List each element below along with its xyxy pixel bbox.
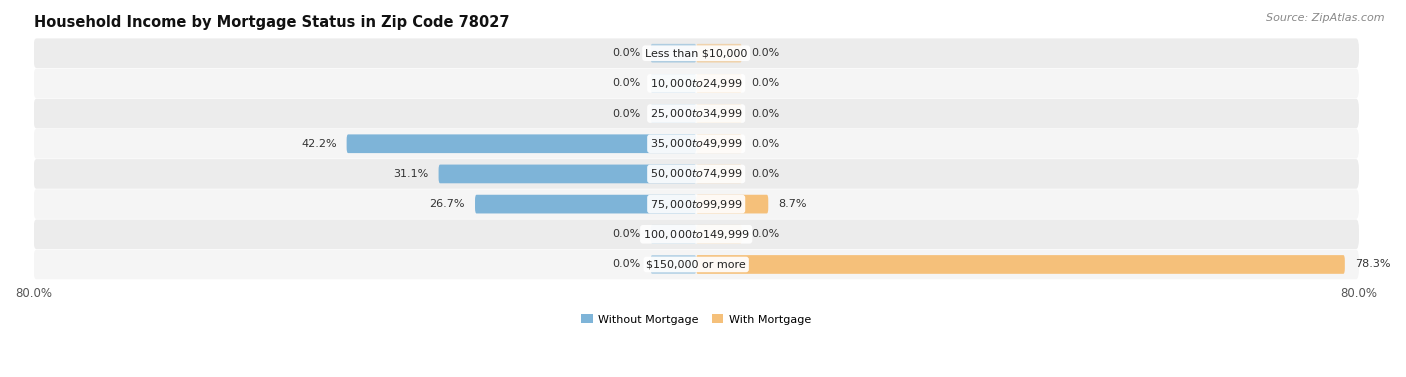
Text: 0.0%: 0.0%	[613, 109, 641, 118]
FancyBboxPatch shape	[34, 38, 1360, 68]
Text: Household Income by Mortgage Status in Zip Code 78027: Household Income by Mortgage Status in Z…	[34, 15, 509, 30]
Legend: Without Mortgage, With Mortgage: Without Mortgage, With Mortgage	[576, 310, 815, 329]
Text: $35,000 to $49,999: $35,000 to $49,999	[650, 137, 742, 150]
Text: $150,000 or more: $150,000 or more	[647, 259, 747, 270]
Text: 0.0%: 0.0%	[613, 48, 641, 58]
Text: 0.0%: 0.0%	[752, 169, 780, 179]
FancyBboxPatch shape	[696, 165, 742, 183]
FancyBboxPatch shape	[696, 134, 742, 153]
Text: 26.7%: 26.7%	[430, 199, 465, 209]
Text: Source: ZipAtlas.com: Source: ZipAtlas.com	[1267, 13, 1385, 23]
Text: 42.2%: 42.2%	[301, 139, 336, 149]
FancyBboxPatch shape	[696, 74, 742, 93]
FancyBboxPatch shape	[651, 255, 696, 274]
FancyBboxPatch shape	[347, 134, 696, 153]
Text: 78.3%: 78.3%	[1355, 259, 1391, 270]
FancyBboxPatch shape	[651, 225, 696, 244]
FancyBboxPatch shape	[651, 104, 696, 123]
FancyBboxPatch shape	[475, 195, 696, 213]
Text: 0.0%: 0.0%	[752, 109, 780, 118]
FancyBboxPatch shape	[696, 255, 1344, 274]
FancyBboxPatch shape	[696, 225, 742, 244]
FancyBboxPatch shape	[439, 165, 696, 183]
FancyBboxPatch shape	[34, 129, 1360, 159]
FancyBboxPatch shape	[696, 44, 742, 63]
Text: $100,000 to $149,999: $100,000 to $149,999	[643, 228, 749, 241]
Text: 0.0%: 0.0%	[752, 229, 780, 239]
Text: 31.1%: 31.1%	[394, 169, 429, 179]
Text: $25,000 to $34,999: $25,000 to $34,999	[650, 107, 742, 120]
FancyBboxPatch shape	[651, 74, 696, 93]
Text: 0.0%: 0.0%	[613, 259, 641, 270]
Text: 0.0%: 0.0%	[613, 229, 641, 239]
Text: 0.0%: 0.0%	[752, 78, 780, 88]
Text: $50,000 to $74,999: $50,000 to $74,999	[650, 167, 742, 181]
Text: 0.0%: 0.0%	[752, 48, 780, 58]
Text: 0.0%: 0.0%	[752, 139, 780, 149]
Text: $10,000 to $24,999: $10,000 to $24,999	[650, 77, 742, 90]
Text: 0.0%: 0.0%	[613, 78, 641, 88]
FancyBboxPatch shape	[651, 44, 696, 63]
FancyBboxPatch shape	[34, 99, 1360, 128]
FancyBboxPatch shape	[34, 159, 1360, 189]
Text: $75,000 to $99,999: $75,000 to $99,999	[650, 198, 742, 211]
FancyBboxPatch shape	[34, 219, 1360, 249]
FancyBboxPatch shape	[34, 69, 1360, 98]
FancyBboxPatch shape	[696, 195, 768, 213]
FancyBboxPatch shape	[34, 250, 1360, 279]
FancyBboxPatch shape	[696, 104, 742, 123]
Text: 8.7%: 8.7%	[778, 199, 807, 209]
Text: Less than $10,000: Less than $10,000	[645, 48, 748, 58]
FancyBboxPatch shape	[34, 189, 1360, 219]
